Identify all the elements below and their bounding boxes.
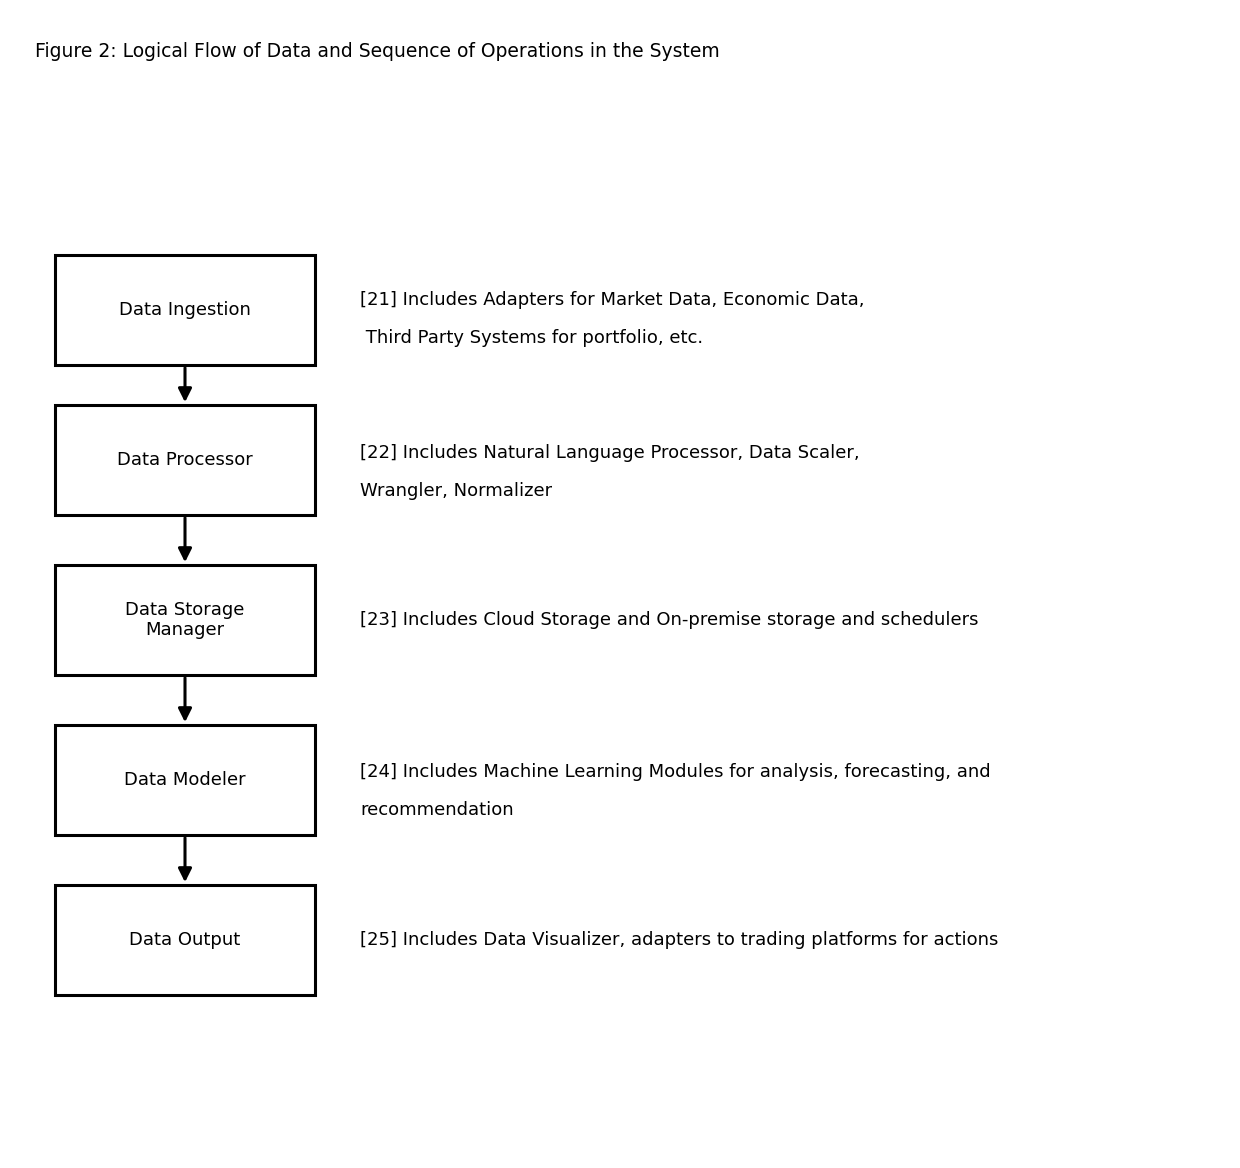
Bar (55, 725, 315, 835)
Text: [21] Includes Adapters for Market Data, Economic Data,: [21] Includes Adapters for Market Data, … (360, 291, 864, 310)
Text: Data Output: Data Output (129, 931, 241, 948)
Text: [24] Includes Machine Learning Modules for analysis, forecasting, and: [24] Includes Machine Learning Modules f… (360, 763, 991, 781)
Text: Wrangler, Normalizer: Wrangler, Normalizer (360, 482, 552, 500)
Text: Data Processor: Data Processor (117, 451, 253, 470)
Bar (55, 405, 315, 515)
Text: Data Modeler: Data Modeler (124, 771, 246, 790)
Text: Data Ingestion: Data Ingestion (119, 301, 250, 319)
Text: Third Party Systems for portfolio, etc.: Third Party Systems for portfolio, etc. (360, 329, 703, 347)
Text: [23] Includes Cloud Storage and On-premise storage and schedulers: [23] Includes Cloud Storage and On-premi… (360, 611, 978, 630)
Bar (55, 565, 315, 675)
Text: recommendation: recommendation (360, 801, 513, 819)
Bar (55, 255, 315, 364)
Bar (55, 885, 315, 995)
Text: Data Storage
Manager: Data Storage Manager (125, 600, 244, 639)
Text: Figure 2: Logical Flow of Data and Sequence of Operations in the System: Figure 2: Logical Flow of Data and Seque… (35, 42, 719, 61)
Text: [25] Includes Data Visualizer, adapters to trading platforms for actions: [25] Includes Data Visualizer, adapters … (360, 931, 998, 948)
Text: [22] Includes Natural Language Processor, Data Scaler,: [22] Includes Natural Language Processor… (360, 444, 859, 463)
